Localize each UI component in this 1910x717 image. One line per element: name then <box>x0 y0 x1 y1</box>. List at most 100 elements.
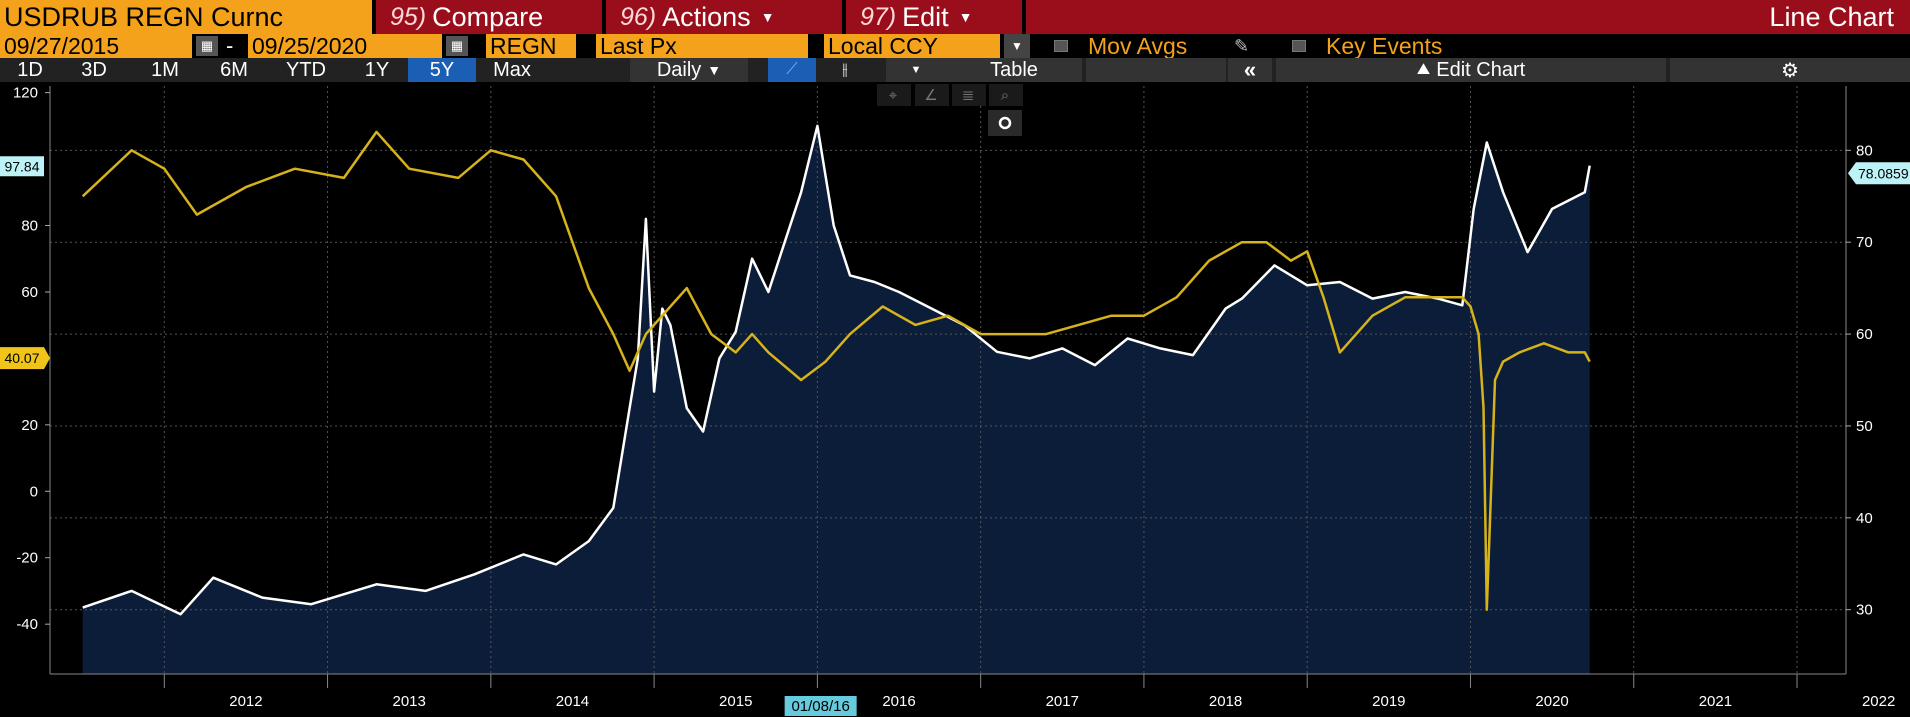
period-toolbar: 1D 3D 1M 6M YTD 1Y 5Y Max Daily ▼ ⟋ ⫲ ▼ Table «⛰ Edit… <box>0 58 1910 82</box>
right-axis-tick-label: 70 <box>1856 234 1873 251</box>
security-text: REGN <box>490 34 557 58</box>
compare-button[interactable]: 95) Compare <box>376 0 602 34</box>
chevron-down-icon: ▼ <box>707 62 722 78</box>
currency-selector[interactable]: Local CCY <box>824 34 1000 58</box>
record-icon[interactable] <box>998 116 1012 130</box>
left-axis-tick-label: 20 <box>21 417 38 434</box>
field-selector[interactable]: Last Px <box>596 34 808 58</box>
table-text: Table <box>990 58 1038 81</box>
series-last-value-label: 40.07 <box>4 350 39 366</box>
edit-chart-text: Edit Chart <box>1436 58 1526 81</box>
key-events-checkbox[interactable] <box>1292 40 1306 52</box>
record-button[interactable] <box>988 110 1022 136</box>
x-axis-tick-label: 2020 <box>1535 693 1568 710</box>
actions-button[interactable]: 96) Actions ▼ <box>606 0 842 34</box>
ticker-text: USDRUB REGN Curnc <box>4 1 284 32</box>
start-date-text: 09/27/2015 <box>4 34 120 58</box>
pencil-icon[interactable]: ✎ <box>1234 35 1250 56</box>
pencil-icon[interactable]: ∠ <box>924 87 937 104</box>
field-text: Last Px <box>600 34 677 58</box>
mov-avgs-checkbox[interactable] <box>1054 40 1068 52</box>
series-line-1[interactable] <box>81 130 1591 611</box>
x-axis-tick-label: 2017 <box>1046 693 1079 710</box>
right-axis-tick-label: 50 <box>1856 418 1873 435</box>
left-value-box <box>0 156 44 177</box>
plot-area <box>82 125 1590 674</box>
chart-type-title: Line Chart <box>1026 0 1910 34</box>
period-tab-1d[interactable]: 1D <box>17 58 43 81</box>
compare-label: Compare <box>432 1 544 32</box>
list-icon[interactable]: ≣ <box>962 87 975 104</box>
date-toolbar: 09/27/2015 ▦ - 09/25/2020 ▦ REGN Last Px… <box>0 34 1910 58</box>
right-axis-tick-label: 80 <box>1856 142 1873 159</box>
pencil-icon-bg[interactable] <box>915 84 949 106</box>
chevron-down-icon: ▼ <box>958 9 973 25</box>
line-chart-icon[interactable]: ⟋ <box>768 58 816 82</box>
left-axis-tick-label: 120 <box>13 85 38 102</box>
date-sep-text: - <box>226 34 234 58</box>
right-axis-tick-label: 40 <box>1856 510 1873 527</box>
left-axis-tick-label: -20 <box>16 550 38 567</box>
x-axis-tick-label: 2012 <box>229 693 262 710</box>
key-events-label[interactable]: Key Events <box>1326 34 1442 58</box>
period-tab-max[interactable]: Max <box>493 58 531 81</box>
right-value-box <box>1848 162 1910 185</box>
area-fill <box>82 125 1590 674</box>
zoom-icon-bg[interactable] <box>989 84 1023 106</box>
left-axis-value-label: 97.84 <box>4 158 39 174</box>
key-events-text: Key Events <box>1326 34 1443 58</box>
security-field[interactable]: REGN <box>486 34 576 58</box>
left-value-box-2 <box>0 347 50 370</box>
frequency-text: Daily <box>656 58 702 81</box>
edit-label: Edit <box>902 1 949 32</box>
edit-button[interactable]: 97) Edit ▼ <box>846 0 1022 34</box>
edit-num: 97) <box>860 2 897 31</box>
zoom-icon[interactable]: ⌕ <box>1001 87 1009 104</box>
period-tab-5y[interactable]: 5Y <box>408 58 476 82</box>
chevron-down-icon[interactable]: ▼ <box>1004 34 1030 58</box>
x-axis-tick-label: 2018 <box>1209 693 1242 710</box>
gear-icon[interactable]: ⚙ <box>1670 58 1910 82</box>
chevron-down-icon: ▼ <box>760 9 775 25</box>
period-tab-1m[interactable]: 1M <box>151 58 179 81</box>
x-axis-tick-label: 2016 <box>882 693 915 710</box>
calendar-icon[interactable]: ▦ <box>446 36 468 56</box>
bar-chart-icon[interactable]: ⫲ <box>842 61 848 78</box>
list-icon-bg[interactable] <box>952 84 986 106</box>
compare-num: 95) <box>390 2 427 31</box>
period-tab-3d[interactable]: 3D <box>81 58 107 81</box>
start-date-field[interactable]: 09/27/2015 <box>0 34 192 58</box>
ticker-field[interactable]: USDRUB REGN Curnc <box>0 0 372 34</box>
mov-avgs-label[interactable]: Mov Avgs <box>1088 34 1187 58</box>
period-tab-ytd[interactable]: YTD <box>286 58 326 81</box>
mov-avgs-text: Mov Avgs <box>1088 34 1188 58</box>
left-axis-tick-label: 60 <box>21 284 38 301</box>
calendar-icon[interactable]: ▦ <box>196 36 218 56</box>
toolbar-spacer <box>1086 58 1226 82</box>
end-date-text: 09/25/2020 <box>252 34 368 58</box>
edit-chart-button[interactable]: ⛰ Edit Chart <box>1276 58 1666 82</box>
left-axis-tick-label: 80 <box>21 218 38 235</box>
frequency-dropdown[interactable]: Daily ▼ <box>630 58 748 82</box>
left-axis-tick-label: 0 <box>30 483 38 500</box>
period-tab-6m[interactable]: 6M <box>220 58 248 81</box>
table-button[interactable]: Table <box>946 58 1082 82</box>
end-date-field[interactable]: 09/25/2020 <box>248 34 442 58</box>
x-axis-tick-label: 2015 <box>719 693 752 710</box>
x-axis-tick-label: 2014 <box>556 693 589 710</box>
crosshair-icon[interactable]: ⌖ <box>889 87 898 104</box>
crosshair-icon-bg[interactable] <box>877 84 911 106</box>
series-last-value-label: 78.0859 <box>1858 165 1909 181</box>
double-chevron-left-icon[interactable]: « <box>1228 58 1272 82</box>
line-chart[interactable]: 120806040200-20-408070605040302012201320… <box>0 82 1910 717</box>
edit-chart-icon: ⛰ <box>1416 61 1431 78</box>
x-axis-tick-label: 2021 <box>1699 693 1732 710</box>
currency-text: Local CCY <box>828 34 938 58</box>
actions-num: 96) <box>620 2 657 31</box>
series-line-0[interactable] <box>82 124 1591 616</box>
series-lines <box>81 124 1591 616</box>
chevron-down-icon[interactable]: ▼ <box>886 58 946 82</box>
x-axis-tick-label: 2019 <box>1372 693 1405 710</box>
right-axis-tick-label: 60 <box>1856 326 1873 343</box>
period-tab-1y[interactable]: 1Y <box>364 58 390 81</box>
